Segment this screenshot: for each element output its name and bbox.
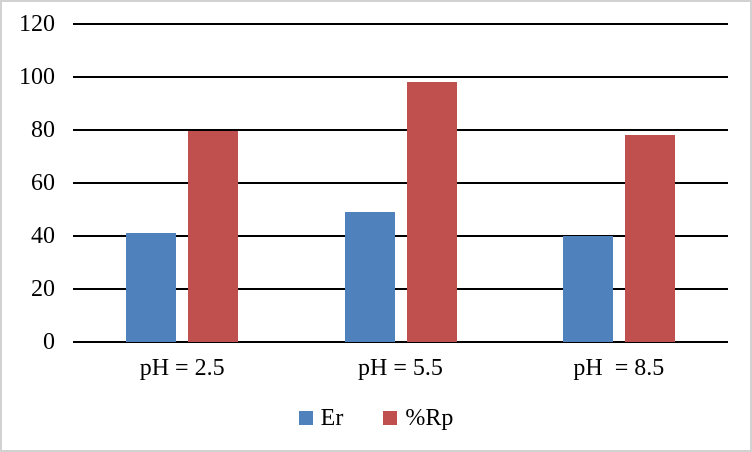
bar-er-group-1: [126, 233, 177, 342]
y-axis-tick-label: 60: [31, 170, 55, 196]
y-axis-tick-label: 0: [43, 329, 55, 355]
y-axis-tick-label: 120: [19, 11, 55, 37]
gridline-y-60: [73, 182, 728, 184]
legend-label: Er: [320, 405, 344, 431]
legend-swatch-icon: [383, 411, 398, 425]
bar-rp-group-3: [624, 135, 675, 342]
x-axis-category-label: pH = 2.5: [139, 355, 225, 381]
x-axis-category-label: pH = 5.5: [358, 355, 443, 381]
legend-item-rp: %Rp: [383, 405, 453, 431]
y-axis-tick-label: 80: [31, 117, 55, 143]
x-axis-category-label: pH = 8.5: [573, 355, 665, 381]
bar-er-group-2: [344, 212, 395, 342]
y-axis-tick-label: 100: [19, 64, 55, 90]
legend-swatch-icon: [298, 411, 313, 425]
bar-rp-group-1: [188, 131, 239, 342]
gridline-y-40: [73, 235, 728, 237]
gridline-y-0: [73, 341, 728, 343]
gridline-y-100: [73, 76, 728, 78]
y-axis-tick-label: 20: [31, 276, 55, 302]
gridline-y-20: [73, 288, 728, 290]
legend-label: %Rp: [405, 405, 454, 431]
y-axis-tick-label: 40: [31, 223, 55, 249]
bar-er-group-3: [562, 236, 613, 342]
chart-legend: Er %Rp: [2, 405, 750, 431]
bar-rp-group-2: [406, 82, 457, 342]
legend-item-er: Er: [298, 405, 344, 431]
gridline-y-120: [73, 23, 728, 25]
gridline-y-80: [73, 129, 728, 131]
